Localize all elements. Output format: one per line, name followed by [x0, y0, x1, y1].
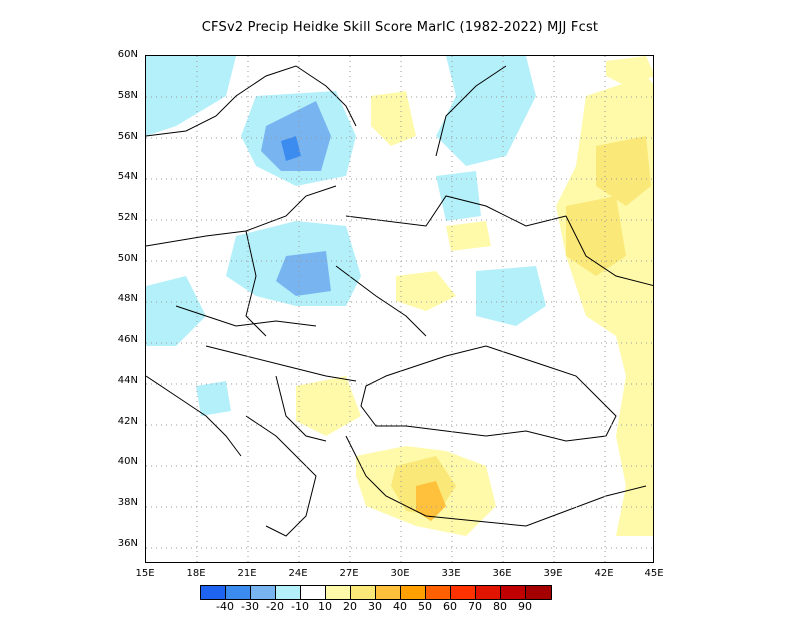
colorbar-swatch: [276, 586, 301, 599]
colorbar-label: 10: [318, 600, 332, 613]
baltic-coast: [146, 65, 357, 137]
adriatic-coast: [146, 375, 242, 457]
colorbar-swatch: [251, 586, 276, 599]
colorbar-label: 90: [518, 600, 532, 613]
border-line: [435, 65, 507, 157]
colorbar-swatch: [201, 586, 226, 599]
shade-region: [446, 221, 491, 251]
colorbar-swatch: [476, 586, 501, 599]
map-canvas: [146, 56, 653, 562]
border-line: [275, 375, 327, 442]
colorbar-swatch: [526, 586, 551, 599]
lon-label: 30E: [390, 568, 410, 579]
colorbar-swatch: [226, 586, 251, 599]
shade-region: [596, 136, 651, 206]
shade-region: [146, 56, 236, 136]
colorbar-label: 50: [418, 600, 432, 613]
colorbar-label: 40: [393, 600, 407, 613]
shade-region: [371, 91, 416, 146]
colorbar-label: 70: [468, 600, 482, 613]
colorbar-swatch: [401, 586, 426, 599]
colorbar-label: 60: [443, 600, 457, 613]
lon-label: 21E: [237, 568, 257, 579]
shade-region: [436, 171, 481, 221]
lon-label: 18E: [186, 568, 206, 579]
border-line: [345, 195, 567, 227]
shade-region: [276, 251, 331, 296]
shade-region: [566, 196, 626, 276]
lat-label: 54N: [117, 171, 138, 182]
shade-region: [416, 481, 446, 521]
border-line: [146, 185, 337, 247]
colorbar: [200, 585, 552, 600]
shade-region: [606, 56, 653, 86]
lat-label: 36N: [117, 538, 138, 549]
lon-label: 36E: [492, 568, 512, 579]
lat-label: 48N: [117, 293, 138, 304]
border-line: [565, 215, 653, 287]
colorbar-label: -40: [216, 600, 234, 613]
lon-label: 42E: [594, 568, 614, 579]
lat-label: 60N: [117, 49, 138, 60]
colorbar-label: 80: [493, 600, 507, 613]
colorbar-swatch: [426, 586, 451, 599]
colorbar-label: -10: [291, 600, 309, 613]
lat-label: 56N: [117, 131, 138, 142]
shade-region: [476, 266, 546, 326]
lat-label: 50N: [117, 253, 138, 264]
border-line: [245, 230, 267, 337]
colorbar-label: 20: [343, 600, 357, 613]
black-sea-coast: [360, 345, 617, 442]
border-line: [205, 345, 357, 382]
lon-label: 45E: [644, 568, 664, 579]
colorbar-swatch: [501, 586, 526, 599]
lat-label: 46N: [117, 334, 138, 345]
shade-region: [196, 381, 231, 416]
colorbar-swatch: [376, 586, 401, 599]
shade-region: [396, 271, 456, 311]
lat-label: 44N: [117, 375, 138, 386]
map-title: CFSv2 Precip Heidke Skill Score MarIC (1…: [201, 20, 599, 35]
colorbar-label: -30: [241, 600, 259, 613]
lon-label: 15E: [135, 568, 155, 579]
colorbar-label: 30: [368, 600, 382, 613]
colorbar-swatch: [351, 586, 376, 599]
colorbar-label: -20: [266, 600, 284, 613]
anatolia-coast: [345, 435, 647, 527]
border-line: [335, 265, 427, 337]
lon-label: 27E: [339, 568, 359, 579]
map-plot-area: [145, 55, 654, 563]
colorbar-swatch: [301, 586, 326, 599]
lon-label: 33E: [441, 568, 461, 579]
negative-skill-areas: [146, 56, 546, 416]
positive-skill-areas: [296, 56, 653, 536]
lon-label: 39E: [543, 568, 563, 579]
border-line: [175, 305, 317, 327]
shade-region: [146, 276, 206, 346]
lat-label: 52N: [117, 212, 138, 223]
lat-label: 42N: [117, 416, 138, 427]
shade-region: [296, 376, 361, 436]
lat-label: 38N: [117, 497, 138, 508]
lat-label: 40N: [117, 456, 138, 467]
colorbar-swatch: [326, 586, 351, 599]
colorbar-swatch: [451, 586, 476, 599]
coastlines-and-borders: [146, 65, 653, 537]
shade-region: [281, 136, 301, 161]
lat-label: 58N: [117, 90, 138, 101]
aegean-coast: [245, 415, 317, 537]
lon-label: 24E: [288, 568, 308, 579]
